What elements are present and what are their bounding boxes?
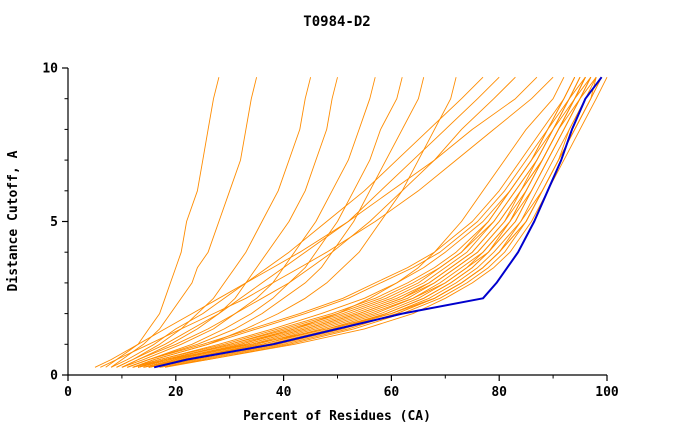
tick-labels: 0 20 40 60 80 100 0 5 10	[42, 62, 619, 401]
series-model-22	[121, 77, 338, 368]
x-tick-label: 100	[595, 385, 619, 400]
y-axis-label: Distance Cutoff, A	[6, 150, 21, 291]
x-tick-label: 60	[384, 385, 400, 400]
y-tick-label: 0	[50, 369, 58, 384]
series-model-24	[127, 77, 403, 368]
x-axis-label: Percent of Residues (CA)	[243, 409, 431, 424]
tick-marks	[62, 67, 608, 381]
series-model-35	[137, 76, 576, 368]
x-tick-label: 20	[168, 385, 184, 400]
series-highlighted-model	[153, 76, 603, 369]
series-model-32	[100, 76, 554, 368]
series-model-36	[159, 76, 608, 368]
series-model-27	[116, 76, 500, 368]
series-model-17	[137, 76, 586, 368]
series-model-20	[110, 77, 258, 368]
x-tick-label: 40	[276, 385, 292, 400]
series-model-07	[132, 76, 576, 368]
series-model-26	[132, 77, 457, 368]
series-model-21	[116, 77, 312, 368]
series-model-13	[132, 76, 581, 368]
series-model-28	[121, 76, 516, 368]
series-model-08	[143, 76, 592, 368]
series-model-31	[94, 76, 538, 368]
series-model-16	[164, 76, 603, 368]
chart-title: T0984-D2	[303, 14, 370, 30]
x-tick-label: 0	[64, 385, 72, 400]
series-model-29	[110, 76, 484, 368]
y-tick-label: 10	[42, 62, 58, 77]
series-model-33	[143, 76, 565, 368]
series-model-15	[148, 76, 592, 368]
x-tick-label: 80	[491, 385, 507, 400]
series-model-25	[127, 77, 425, 368]
series-model-09	[148, 76, 597, 368]
y-tick-label: 5	[50, 215, 58, 230]
series-model-18	[127, 76, 576, 368]
data-series	[94, 76, 608, 369]
series-model-19	[105, 77, 220, 368]
